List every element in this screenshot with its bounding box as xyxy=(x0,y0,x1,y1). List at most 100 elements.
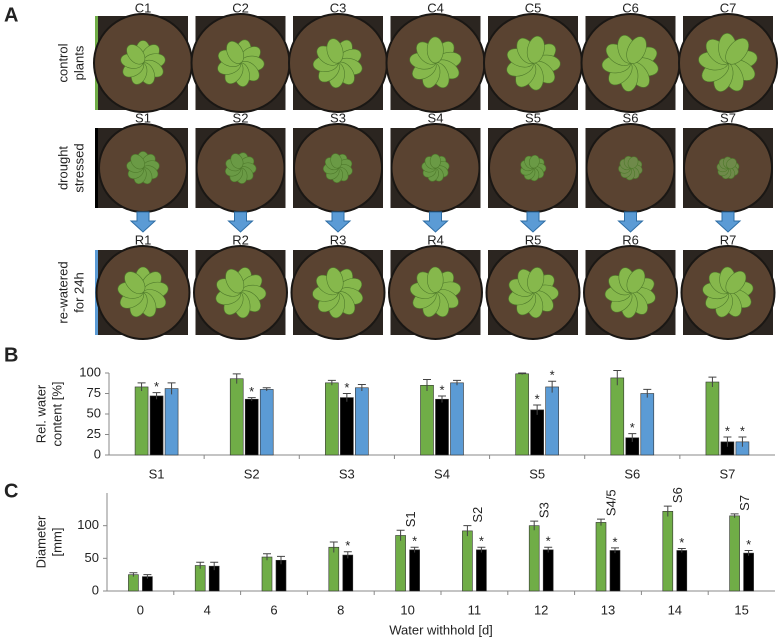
bar xyxy=(420,384,434,456)
leaf xyxy=(528,154,540,169)
error-bar xyxy=(410,546,419,553)
bar xyxy=(328,546,340,592)
bar xyxy=(134,386,149,456)
row-label: plants xyxy=(71,45,86,80)
leaf xyxy=(725,270,747,294)
x-tick-label: S5 xyxy=(529,466,545,481)
significance-mark: * xyxy=(546,534,551,549)
significance-mark: * xyxy=(612,534,617,549)
error-bar xyxy=(423,379,431,392)
y-axis-label: content [%] xyxy=(49,381,64,446)
y-axis-label: Rel. water xyxy=(33,384,48,443)
bar xyxy=(476,549,487,592)
bar xyxy=(261,556,273,592)
arrow xyxy=(617,211,644,233)
error-bar xyxy=(343,551,352,559)
x-tick-label: 0 xyxy=(137,602,144,617)
photo-label: C2 xyxy=(232,0,249,15)
plant-photo xyxy=(290,245,386,340)
arrow xyxy=(227,211,254,233)
leaf xyxy=(226,41,245,64)
error-bar xyxy=(329,541,338,553)
photo-label: S4 xyxy=(428,110,444,125)
significance-mark: * xyxy=(725,423,730,438)
plant-photo xyxy=(580,13,681,113)
y-tick-label: 50 xyxy=(85,550,99,565)
stage-label: S7 xyxy=(737,495,752,511)
photo-label: C4 xyxy=(427,0,444,15)
arrow xyxy=(324,211,352,233)
error-bar xyxy=(597,518,605,526)
x-tick-label: S1 xyxy=(149,466,165,481)
x-tick-label: 15 xyxy=(734,602,748,617)
leaf xyxy=(626,268,646,294)
stage-label: S2 xyxy=(470,507,485,523)
plant-photo xyxy=(293,123,383,213)
photo-label: S1 xyxy=(135,110,151,125)
stage-label: S3 xyxy=(537,502,552,518)
bar xyxy=(342,554,354,592)
leaf xyxy=(627,156,639,169)
plant-photo xyxy=(385,13,486,113)
plant-photo xyxy=(680,245,776,340)
y-tick-label: 25 xyxy=(87,426,101,441)
x-tick-label: 8 xyxy=(337,602,344,617)
error-bar xyxy=(518,372,527,375)
significance-mark: * xyxy=(344,380,349,395)
plant-photo xyxy=(193,245,288,340)
x-tick-label: 10 xyxy=(400,602,414,617)
photo-label: R7 xyxy=(720,232,737,247)
stage-label: S6 xyxy=(670,487,685,503)
leaf xyxy=(527,267,545,293)
error-bar xyxy=(210,561,219,571)
error-bar xyxy=(137,382,146,392)
error-bar xyxy=(533,404,542,415)
significance-mark: * xyxy=(154,379,159,394)
bar xyxy=(462,530,473,592)
bar xyxy=(149,395,164,456)
photo-label: S7 xyxy=(720,110,736,125)
photo-label: S6 xyxy=(623,110,639,125)
x-tick-label: 12 xyxy=(534,602,548,617)
x-tick-label: S4 xyxy=(434,466,450,481)
x-tick-label: 14 xyxy=(668,602,682,617)
error-bar xyxy=(611,547,619,554)
plant-photo xyxy=(190,13,291,113)
arrow xyxy=(129,211,157,233)
bar xyxy=(640,393,655,456)
bar xyxy=(142,576,153,592)
error-bar xyxy=(477,546,486,553)
plant-photo xyxy=(388,245,483,340)
plant-photo xyxy=(195,123,286,213)
bar xyxy=(729,515,740,592)
x-tick-label: 4 xyxy=(204,602,211,617)
error-bar xyxy=(327,379,336,386)
y-tick-label: 100 xyxy=(79,364,101,379)
significance-mark: * xyxy=(550,368,555,383)
x-tick-label: 6 xyxy=(270,602,277,617)
leaf xyxy=(230,153,244,169)
error-bar xyxy=(643,388,652,398)
error-bar xyxy=(663,505,672,517)
bar xyxy=(340,397,354,456)
error-bar xyxy=(738,436,747,447)
arrow xyxy=(714,211,742,233)
bar xyxy=(676,550,688,592)
plant-photo xyxy=(583,245,678,340)
plant-photo xyxy=(488,123,578,213)
panel-letter: A xyxy=(4,4,18,26)
photo-label: R4 xyxy=(427,232,444,247)
bar xyxy=(662,510,674,592)
bar xyxy=(325,382,339,456)
significance-mark: * xyxy=(412,534,417,549)
error-bar xyxy=(357,383,366,392)
row-label: re-watered xyxy=(55,261,70,323)
leaf xyxy=(330,153,343,169)
row-label: stressed xyxy=(71,143,86,192)
bar xyxy=(528,525,540,592)
leaf xyxy=(626,36,647,64)
plant-photo xyxy=(683,123,773,213)
y-tick-label: 0 xyxy=(92,582,99,597)
bar xyxy=(194,565,206,592)
